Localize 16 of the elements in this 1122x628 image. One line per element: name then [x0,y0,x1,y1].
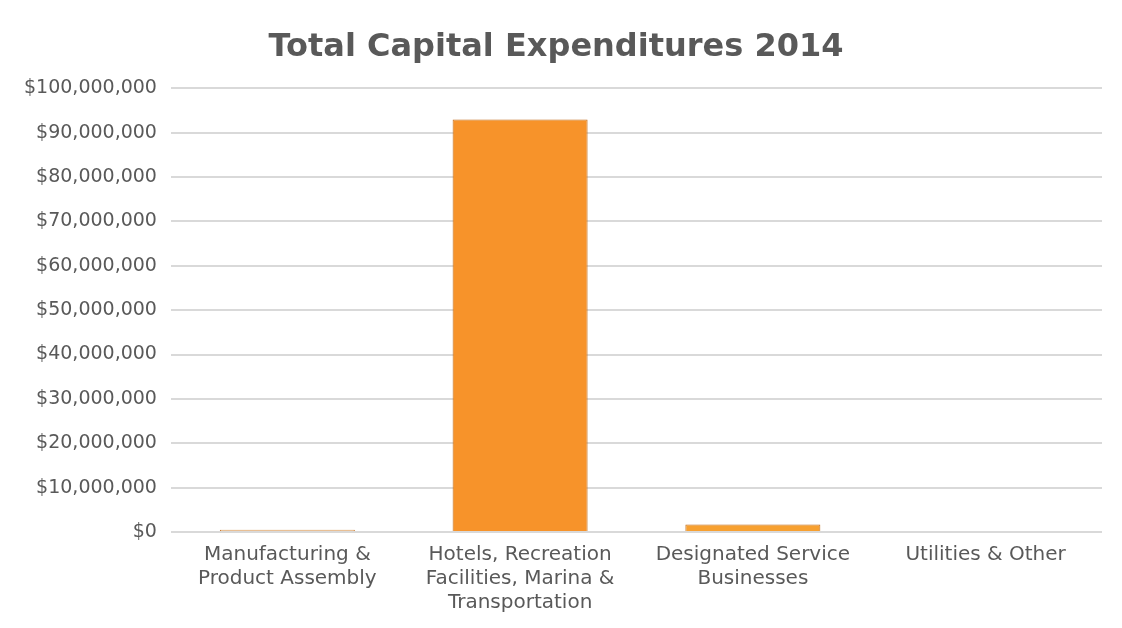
y-tick-label: $100,000,000 [23,75,157,98]
y-tick-label: $20,000,000 [36,430,157,453]
x-tick-label: Designated Service Businesses [655,541,851,590]
x-tick-label: Manufacturing & Product Assembly [197,541,377,590]
y-tick-label: $30,000,000 [36,385,157,408]
y-tick-label: $50,000,000 [36,297,157,320]
y-tick-label: $60,000,000 [36,252,157,275]
y-tick-label: $0 [132,518,157,541]
chart-title: Total Capital Expenditures 2014 [268,25,844,64]
y-tick-label: $10,000,000 [36,474,157,497]
y-tick-label: $80,000,000 [36,164,157,187]
y-tick-label: $70,000,000 [36,208,157,231]
x-tick-label: Utilities & Other [905,541,1067,566]
y-tick-label: $90,000,000 [36,119,157,142]
y-tick-label: $40,000,000 [36,341,157,364]
x-tick-label: Hotels, Recreation Facilities, Marina & Transportation [425,541,615,614]
